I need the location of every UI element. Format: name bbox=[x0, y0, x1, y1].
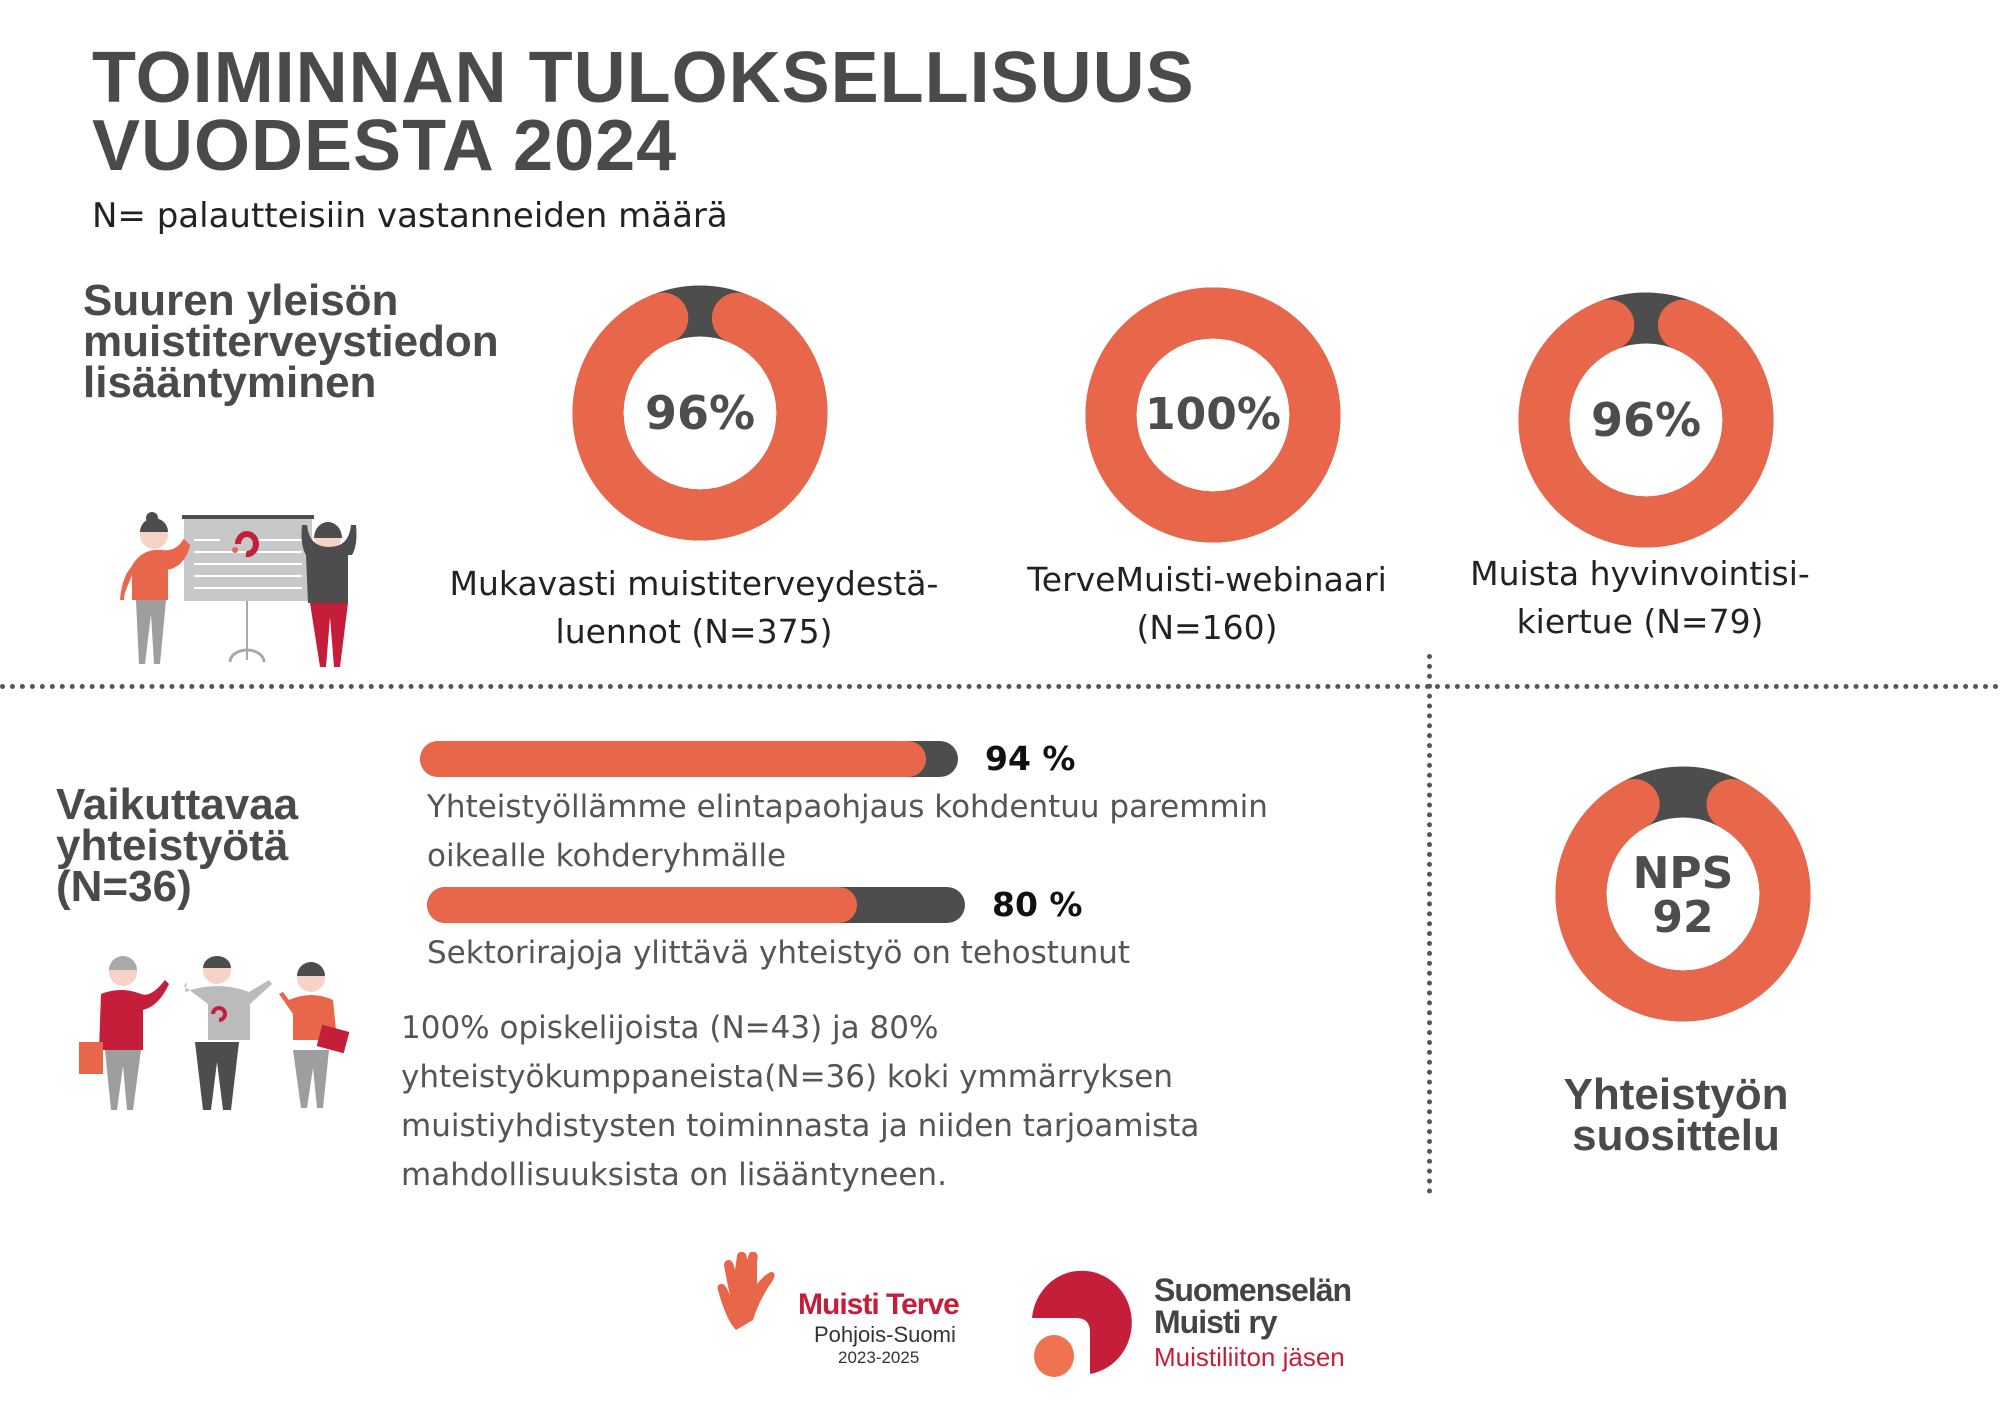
donut-label: Mukavasti muistiterveydestä-luennot (N=3… bbox=[414, 560, 974, 656]
label-line: kiertue (N=79) bbox=[1516, 602, 1764, 641]
donut-chart bbox=[1518, 292, 1774, 548]
donut-chart bbox=[1085, 287, 1341, 543]
section3-heading: Yhteistyön suosittelu bbox=[1476, 1070, 1876, 1160]
section2-heading: Vaikuttavaa yhteistyötä (N=36) bbox=[56, 780, 299, 911]
label-line: Muista hyvinvointisi- bbox=[1470, 554, 1810, 593]
progress-bar-fill bbox=[427, 887, 858, 923]
presentation-illustration bbox=[120, 512, 357, 667]
vertical-divider bbox=[1427, 654, 1432, 1194]
heading-line: suosittelu bbox=[1572, 1111, 1780, 1160]
logo-text: Pohjois-Suomi bbox=[814, 1322, 956, 1347]
donut-chart bbox=[572, 285, 828, 541]
donut-value-arc bbox=[572, 285, 828, 541]
donut-label: TerveMuisti-webinaari (N=160) bbox=[927, 556, 1487, 652]
nps-donut-chart bbox=[1555, 766, 1811, 1022]
nps-line: 92 bbox=[1652, 892, 1714, 943]
paragraph-line: mahdollisuuksista on lisääntyneen. bbox=[401, 1157, 947, 1193]
description-line: Sektorirajoja ylittävä yhteistyö on teho… bbox=[427, 935, 1131, 971]
heading-line: Vaikuttavaa bbox=[56, 780, 299, 829]
muisti-terve-logo: Muisti Terve Pohjois-Suomi 2023-2025 bbox=[716, 1252, 976, 1372]
progress-bar bbox=[427, 887, 965, 923]
label-line: luennot (N=375) bbox=[555, 612, 833, 651]
heading-line: Yhteistyön bbox=[1563, 1070, 1789, 1119]
horizontal-divider bbox=[0, 684, 2000, 689]
paragraph-line: yhteistyökumppaneista(N=36) koki ymmärry… bbox=[401, 1059, 1174, 1095]
progress-bar-fill bbox=[420, 741, 926, 777]
description-line: oikealle kohderyhmälle bbox=[427, 838, 787, 874]
collaboration-illustration bbox=[79, 956, 350, 1110]
collaboration-paragraph: 100% opiskelijoista (N=43) ja 80% yhteis… bbox=[401, 1004, 1199, 1200]
heading-line: lisääntyminen bbox=[83, 358, 377, 407]
donut-center-value: 96% bbox=[1590, 393, 1702, 447]
logo-text: 2023-2025 bbox=[838, 1348, 920, 1367]
donut-value-arc bbox=[1555, 766, 1811, 1022]
title-line: TOIMINNAN TULOKSELLISUUS bbox=[92, 38, 1195, 118]
heading-line: (N=36) bbox=[56, 862, 192, 911]
heading-line: Suuren yleisön bbox=[83, 276, 399, 325]
brand-symbol-icon bbox=[1032, 1270, 1132, 1377]
description-line: Yhteistyöllämme elintapaohjaus kohdentuu… bbox=[427, 789, 1268, 825]
logo-text: Muistiliiton jäsen bbox=[1154, 1342, 1345, 1372]
donut-center-value: 100% bbox=[1145, 389, 1281, 440]
progress-bar bbox=[420, 741, 958, 777]
paragraph-line: 100% opiskelijoista (N=43) ja 80% bbox=[401, 1010, 939, 1046]
heading-line: yhteistyötä bbox=[56, 821, 289, 870]
label-line: TerveMuisti-webinaari bbox=[1027, 560, 1387, 599]
donut-center-value: 96% bbox=[644, 386, 756, 440]
page-subtitle: N= palautteisiin vastanneiden määrä bbox=[92, 196, 728, 236]
progress-description: Yhteistyöllämme elintapaohjaus kohdentuu… bbox=[427, 783, 1268, 881]
section1-heading: Suuren yleisön muistiterveystiedon lisää… bbox=[83, 276, 499, 407]
nps-center-value: NPS 92 bbox=[1603, 852, 1763, 940]
title-line: VUODESTA 2024 bbox=[92, 106, 678, 186]
progress-value: 94 % bbox=[985, 739, 1076, 778]
logo-text: Muisti ry bbox=[1154, 1304, 1278, 1340]
paragraph-line: muistiyhdistysten toiminnasta ja niiden … bbox=[401, 1108, 1200, 1144]
donut-value-arc bbox=[1518, 292, 1774, 548]
logo-text: Muisti Terve bbox=[798, 1288, 960, 1321]
nps-line: NPS bbox=[1632, 848, 1734, 899]
progress-value: 80 % bbox=[992, 885, 1083, 924]
donut-value-arc bbox=[1085, 287, 1341, 543]
page-title: TOIMINNAN TULOKSELLISUUS VUODESTA 2024 bbox=[92, 38, 1195, 186]
suomenselan-muisti-logo: Suomenselän Muisti ry Muistiliiton jäsen bbox=[1032, 1270, 1352, 1382]
hand-icon bbox=[717, 1252, 775, 1330]
donut-label: Muista hyvinvointisi-kiertue (N=79) bbox=[1360, 550, 1920, 646]
label-line: Mukavasti muistiterveydestä- bbox=[449, 564, 939, 603]
logo-text: Suomenselän bbox=[1154, 1272, 1352, 1308]
progress-description: Sektorirajoja ylittävä yhteistyö on teho… bbox=[427, 929, 1130, 978]
label-line: (N=160) bbox=[1136, 608, 1278, 647]
heading-line: muistiterveystiedon bbox=[83, 317, 499, 366]
